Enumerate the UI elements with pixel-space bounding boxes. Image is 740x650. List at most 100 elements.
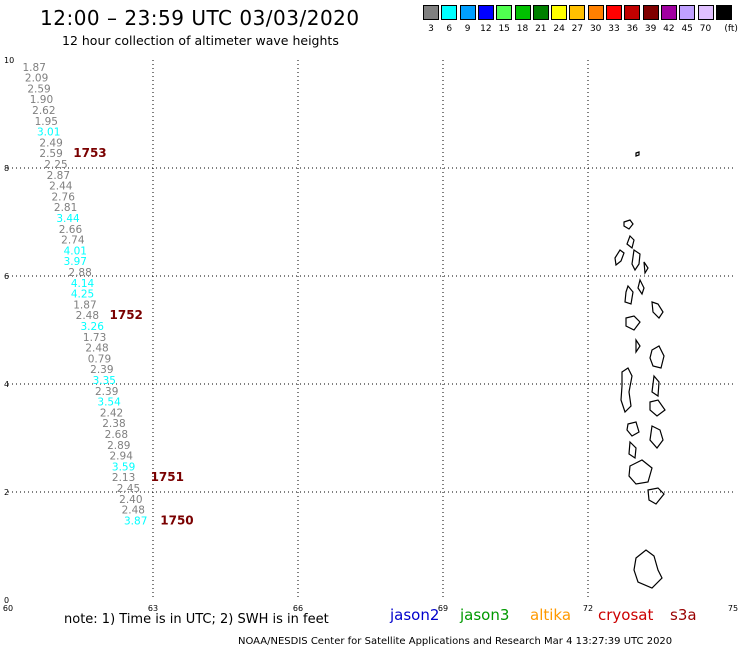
- swh-value: 2.42: [100, 407, 123, 419]
- swh-value: 4.01: [64, 245, 87, 257]
- swh-value: 3.26: [81, 321, 105, 333]
- legend-swatch: [551, 5, 568, 20]
- swh-value: 2.39: [95, 386, 118, 398]
- swh-value: 2.40: [119, 494, 142, 506]
- satellite-label: cryosat: [598, 606, 654, 624]
- map-subtitle: 12 hour collection of altimeter wave hei…: [62, 33, 339, 48]
- lat-tick-label: 10: [4, 56, 14, 65]
- lat-tick-label: 8: [4, 164, 9, 173]
- legend-unit: (ft): [724, 24, 738, 34]
- swh-value: 3.97: [64, 256, 87, 268]
- swh-value: 2.87: [47, 170, 70, 182]
- legend-swatch: [532, 5, 549, 20]
- swh-value: 3.44: [56, 213, 80, 225]
- legend-swatch: [459, 5, 476, 20]
- swh-value: 2.48: [85, 343, 108, 355]
- swh-value: 2.13: [112, 472, 135, 484]
- legend-level-label: 42: [663, 24, 675, 34]
- legend-level-label: 70: [699, 24, 712, 34]
- legend-level-label: 6: [446, 24, 453, 34]
- lon-tick-label: 72: [583, 604, 593, 613]
- lon-tick-label: 69: [438, 604, 448, 613]
- swh-value: 2.66: [59, 224, 83, 236]
- lat-tick-label: 4: [4, 380, 9, 389]
- swh-value: 2.94: [110, 451, 134, 463]
- lat-tick-label: 6: [4, 272, 9, 281]
- time-labels: 1753 1752 1751 1750: [73, 146, 193, 527]
- legend-swatch: [642, 5, 659, 20]
- legend-level-label: 33: [608, 24, 620, 34]
- swh-value: 1.95: [35, 116, 58, 128]
- swh-value: 1.73: [83, 332, 106, 344]
- swh-value: 2.25: [44, 159, 67, 171]
- swh-value: 2.88: [68, 267, 91, 279]
- swh-value: 1.87: [73, 299, 96, 311]
- swh-value: 3.54: [97, 397, 121, 409]
- swh-value: 2.45: [117, 483, 140, 495]
- swh-value: 2.49: [39, 137, 62, 149]
- legend-swatch: [679, 5, 696, 20]
- lat-tick-label: 2: [4, 488, 9, 497]
- satellite-label: jason2: [390, 606, 440, 624]
- swh-value: 2.62: [32, 105, 55, 117]
- legend-level-label: 24: [553, 24, 565, 34]
- swh-value: 0.79: [88, 353, 111, 365]
- swh-value: 2.74: [61, 235, 85, 247]
- legend-level-label: 30: [589, 24, 602, 34]
- swh-value: 3.87: [124, 515, 147, 527]
- legend-level-label: 3: [428, 24, 434, 34]
- swh-value: 2.44: [49, 181, 73, 193]
- legend-swatch: [514, 5, 531, 20]
- swh-value: 2.81: [54, 202, 77, 214]
- swh-value: 2.76: [52, 191, 76, 203]
- swh-value: 4.25: [71, 289, 94, 301]
- legend-level-label: 9: [464, 24, 471, 34]
- legend-swatch: [441, 5, 458, 20]
- swh-value: 2.59: [27, 83, 50, 95]
- legend-level-label: 15: [498, 24, 510, 34]
- legend-level-label: 36: [626, 24, 639, 34]
- swh-value: 3.01: [37, 127, 60, 139]
- legend-swatch: [715, 5, 732, 20]
- lon-tick-label: 60: [3, 604, 13, 613]
- legend-swatch: [477, 5, 494, 20]
- legend-swatch: [606, 5, 622, 20]
- legend-level-label: 18: [516, 24, 529, 34]
- swh-value: 1.87: [23, 62, 46, 74]
- legend-swatch: [697, 5, 714, 20]
- legend-level-label: 45: [681, 24, 693, 34]
- legend-level-label: 12: [480, 24, 492, 34]
- swh-value: 1.90: [30, 94, 53, 106]
- swh-value: 4.14: [71, 278, 95, 290]
- pass-time-label: 1752: [110, 308, 143, 322]
- legend-swatch: [569, 5, 586, 20]
- swh-value: 2.09: [25, 73, 48, 85]
- swh-value: 2.48: [122, 505, 145, 517]
- legend-swatch: [624, 5, 641, 20]
- legend-swatch: [496, 5, 513, 20]
- pass-time-label: 1751: [151, 470, 184, 484]
- swh-value: 3.35: [93, 375, 116, 387]
- legend-swatch: [587, 5, 604, 20]
- pass-time-label: 1753: [73, 146, 106, 160]
- axis-tick-labels: 60 63 66 69 72 75 10 8 6 4 2 0: [3, 56, 738, 613]
- lon-tick-label: 66: [293, 604, 303, 613]
- swh-observations: 1.872.092.591.902.621.953.012.492.592.25…: [23, 62, 148, 528]
- map-title: 12:00 – 23:59 UTC 03/03/2020: [40, 6, 360, 30]
- legend-level-label: 39: [644, 24, 657, 34]
- legend-swatch: [423, 5, 439, 20]
- swh-value: 3.59: [112, 461, 135, 473]
- legend-swatch: [660, 5, 677, 20]
- swh-value: 2.38: [102, 418, 125, 430]
- footer-note: note: 1) Time is in UTC; 2) SWH is in fe…: [64, 612, 329, 627]
- swh-value: 2.39: [90, 364, 113, 376]
- lon-tick-label: 63: [148, 604, 158, 613]
- swh-value: 2.68: [105, 429, 128, 441]
- lat-tick-label: 0: [4, 596, 9, 605]
- lon-tick-label: 75: [728, 604, 738, 613]
- legend-level-label: 27: [571, 24, 584, 34]
- legend-level-label: 21: [535, 24, 547, 34]
- swh-value: 2.48: [76, 310, 99, 322]
- satellite-label: s3a: [670, 606, 697, 624]
